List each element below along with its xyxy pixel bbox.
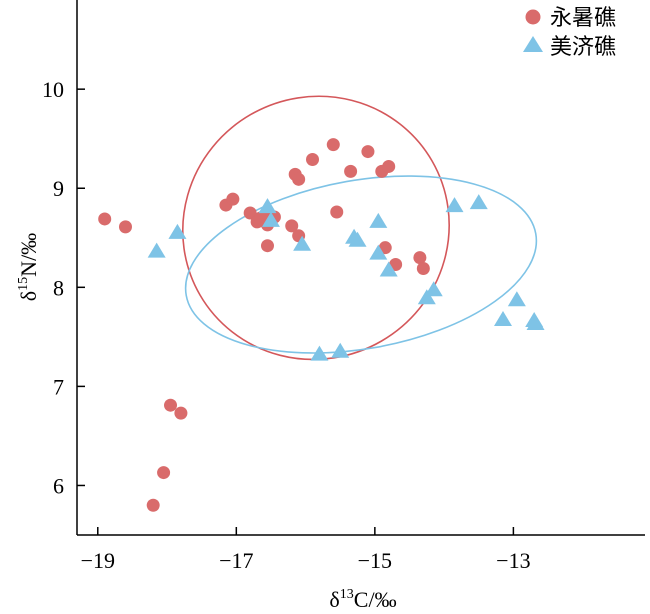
point-circle [413, 251, 427, 265]
point-circle [164, 398, 178, 412]
point-circle [98, 212, 112, 226]
x-tick-label: −19 [81, 548, 115, 573]
point-triangle [348, 231, 367, 247]
point-triangle [147, 242, 166, 258]
point-triangle [168, 223, 187, 239]
y-tick-label: 7 [53, 374, 64, 399]
point-circle [330, 205, 344, 219]
axis-ticks: −19 −17 −15 −13 6 7 8 9 10 [42, 77, 531, 573]
point-triangle [507, 291, 526, 307]
point-circle [174, 406, 188, 420]
x-tick-label: −17 [219, 548, 253, 573]
point-circle [243, 206, 257, 220]
data-points [98, 138, 545, 512]
point-triangle [293, 235, 312, 251]
y-tick-label: 9 [53, 176, 64, 201]
point-circle [226, 192, 240, 206]
point-circle [260, 239, 274, 253]
point-triangle [379, 261, 398, 277]
y-axis-label: δ15N/‰ [16, 233, 41, 301]
point-triangle [445, 197, 464, 213]
point-circle [416, 261, 430, 275]
point-circle [344, 164, 358, 178]
point-triangle [258, 198, 277, 214]
point-circle [306, 153, 320, 167]
x-tick-label: −15 [358, 548, 392, 573]
legend: 永暑礁 美济礁 [523, 6, 616, 60]
y-tick-label: 6 [53, 473, 64, 498]
point-circle [285, 219, 299, 233]
point-triangle [424, 281, 443, 297]
point-circle [326, 138, 340, 152]
point-triangle [261, 211, 280, 227]
confidence-ellipses [181, 95, 538, 361]
y-tick-label: 10 [42, 77, 64, 102]
point-triangle [417, 289, 436, 305]
point-triangle [369, 212, 388, 228]
point-circle [146, 498, 160, 512]
legend-marker-triangle [523, 36, 543, 52]
point-triangle [469, 194, 488, 210]
legend-label-meiji: 美济礁 [550, 35, 616, 60]
point-circle [157, 466, 171, 480]
x-axis-label: δ13C/‰ [329, 587, 396, 612]
point-triangle [310, 345, 329, 361]
point-triangle [369, 244, 388, 260]
point-circle [118, 220, 132, 234]
point-triangle [331, 342, 350, 358]
point-triangle [494, 311, 512, 327]
legend-marker-circle [525, 9, 541, 25]
y-tick-label: 8 [53, 275, 64, 300]
x-tick-label: −13 [496, 548, 530, 573]
point-circle [292, 172, 306, 186]
point-triangle [526, 314, 545, 330]
ellipse-meiji [184, 175, 538, 354]
point-circle [382, 159, 396, 173]
ellipse-yongshu [181, 95, 450, 361]
point-circle [361, 145, 375, 159]
legend-label-yongshu: 永暑礁 [550, 6, 616, 31]
